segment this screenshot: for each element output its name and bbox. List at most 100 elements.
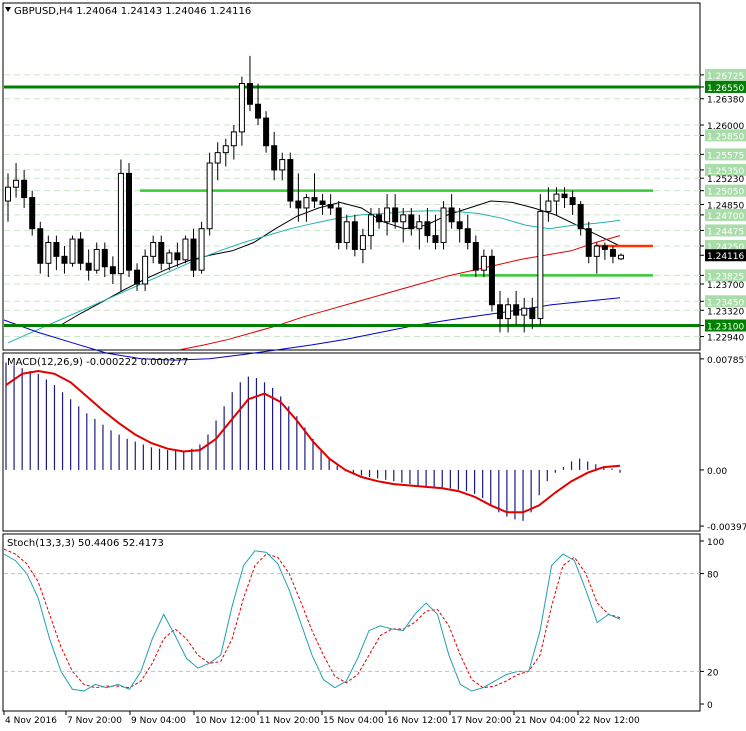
candle-body [456, 221, 463, 230]
macd-tick-label: -0.003972 [707, 523, 746, 533]
price-tick-label: 1.24700 [707, 212, 744, 222]
candle-body [77, 238, 84, 264]
price-tick-label: 1.23825 [707, 272, 744, 282]
candle-body [311, 197, 318, 202]
price-label: 1.24116 [707, 252, 744, 262]
candle-body [230, 131, 237, 147]
price-label-box [705, 148, 746, 161]
candle-body [190, 238, 197, 271]
candle-body [424, 221, 431, 237]
candle-body [61, 255, 68, 264]
candle-body [464, 228, 471, 244]
candle-body [142, 255, 149, 285]
time-tick-label: 9 Nov 04:00 [131, 716, 186, 726]
candle-body [271, 145, 278, 171]
candle-body [553, 193, 560, 202]
macd-panel-frame [2, 352, 701, 532]
macd-histogram [5, 362, 621, 521]
candle-body [53, 242, 60, 257]
candle-body [448, 207, 455, 223]
horizontal-levels [4, 85, 700, 327]
candle-body [166, 252, 173, 264]
price-tick-label: 1.22940 [707, 334, 744, 344]
candle-body [351, 221, 358, 250]
candle-body [214, 152, 221, 164]
price-tick-label: 1.23320 [707, 307, 744, 317]
macd-axis: 0.007857 0.00 -0.003972 [700, 356, 746, 533]
candle-body [150, 242, 157, 257]
candle-body [440, 207, 447, 244]
price-tick-label: 1.26725 [707, 72, 744, 82]
time-tick-label: 22 Nov 12:00 [579, 716, 640, 726]
price-label-box [705, 80, 746, 93]
candle-body [408, 214, 415, 230]
candle-body [343, 221, 350, 244]
time-tick-label: 7 Nov 20:00 [67, 716, 122, 726]
main-panel-frame [2, 2, 701, 351]
price-tick-label: 1.25850 [707, 132, 744, 142]
candle-body [505, 304, 512, 320]
candle-body [279, 159, 286, 171]
time-tick-label: 16 Nov 12:00 [387, 716, 448, 726]
macd-tick-label: 0.007857 [707, 356, 746, 366]
macd-signal-line [5, 369, 621, 514]
candle-body [69, 238, 76, 264]
candle-body [537, 210, 544, 320]
price-tick-label: 1.26380 [707, 96, 744, 106]
price-tick-label: 1.24250 [707, 243, 744, 253]
price-label-box [705, 184, 746, 197]
candle-body [222, 145, 229, 154]
price-tick-label: 1.25230 [707, 175, 744, 185]
candle-body [85, 262, 92, 271]
time-tick-label: 17 Nov 20:00 [451, 716, 512, 726]
candle-body [263, 117, 270, 147]
candle-body [569, 197, 576, 206]
candle-body [327, 204, 334, 209]
price-tick-label: 1.25575 [707, 151, 744, 161]
candle-body [432, 235, 439, 244]
candle-body [295, 200, 302, 209]
time-tick-label: 15 Nov 04:00 [323, 716, 384, 726]
price-tick-label: 1.24850 [707, 202, 744, 212]
candle-body [287, 159, 294, 202]
candle-body [13, 179, 20, 188]
candle-body [472, 242, 479, 271]
stoch-tick-label: 100 [707, 538, 724, 548]
price-tick-label: 1.24475 [707, 227, 744, 237]
stoch-tick-label: 0 [707, 701, 713, 711]
candle-body [335, 207, 342, 244]
price-label-box [705, 269, 746, 282]
stoch-tick-label: 20 [707, 668, 719, 678]
price-tick-label: 1.23450 [707, 298, 744, 308]
price-label-box [705, 239, 746, 252]
candle-body [109, 266, 116, 275]
candle-body [37, 228, 44, 264]
candle-body [319, 200, 326, 206]
candle-body [480, 255, 487, 271]
time-tick-label: 11 Nov 20:00 [259, 716, 320, 726]
stochastic-axis: 100 80 20 0 [4, 538, 724, 711]
candle-body [367, 214, 374, 237]
time-tick-label: 4 Nov 2016 [5, 716, 57, 726]
candle-body [101, 248, 108, 268]
main-header: GBPUSD,H4 1.24064 1.24143 1.24046 1.2411… [14, 6, 251, 17]
candle-body [545, 200, 552, 212]
candle-body [618, 254, 624, 260]
dropdown-triangle-icon [5, 7, 11, 12]
candle-body [246, 83, 253, 105]
candle-body [29, 197, 36, 230]
stoch-tick-label: 80 [707, 571, 719, 581]
candle-body [577, 204, 584, 230]
price-tick-label: 1.25350 [707, 167, 744, 177]
candle-body [93, 248, 100, 271]
candle-body [384, 207, 391, 223]
candle-body [21, 179, 28, 199]
price-label: 1.23100 [707, 322, 744, 332]
stoch-signal-line [3, 548, 621, 689]
price-label-box [705, 129, 746, 142]
candle-body [601, 245, 608, 250]
time-axis: 4 Nov 2016 7 Nov 20:00 9 Nov 04:00 10 Nov 1… [3, 711, 640, 726]
candle-body [198, 228, 205, 271]
candle-body [5, 186, 11, 202]
